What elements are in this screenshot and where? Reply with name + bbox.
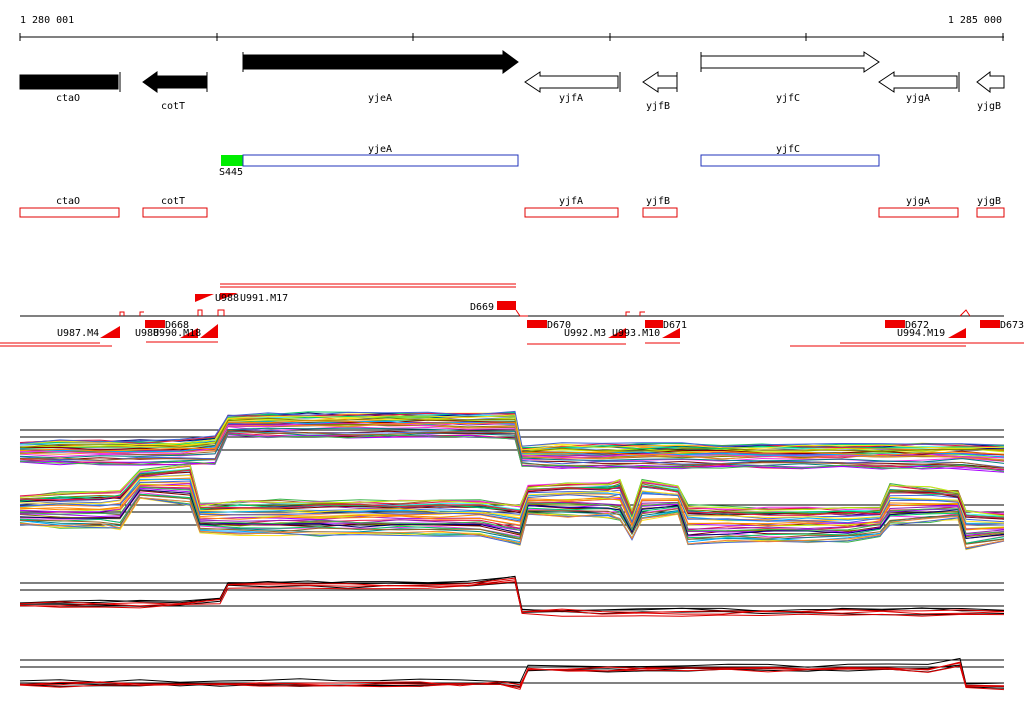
segment-label: U994.M19 — [897, 328, 945, 339]
expression-trace — [19, 484, 1005, 531]
red-label: yjgA — [906, 196, 930, 207]
gene-arrows — [19, 50, 1005, 94]
red-label: yjfA — [559, 196, 583, 207]
ruler — [19, 33, 1004, 41]
expression-trace — [19, 493, 1005, 544]
feature-label: yjeA — [368, 144, 392, 155]
segment-label: U992.M3 — [564, 328, 606, 339]
feature-label: yjfC — [776, 144, 800, 155]
segment-label: U993.M10 — [612, 328, 660, 339]
expression-trace — [19, 427, 1005, 464]
expression-panels — [19, 410, 1005, 691]
expression-trace — [19, 433, 1005, 472]
segment-label: D669 — [470, 302, 494, 313]
red-label: yjfB — [646, 196, 670, 207]
expression-trace — [19, 579, 1005, 615]
expression-trace — [19, 414, 1005, 451]
segment-label: U988 — [135, 328, 159, 339]
feature-box — [700, 154, 880, 167]
gene-label: yjgA — [906, 93, 930, 104]
segment-label: D668 — [165, 320, 189, 331]
expression-trace — [19, 575, 1005, 612]
ruler-end: 1 285 000 — [948, 15, 1002, 26]
expression-trace — [19, 465, 1005, 517]
segment-label: U988 — [215, 293, 239, 304]
gene-label: yjgB — [977, 101, 1001, 112]
red-boxes — [19, 207, 1005, 218]
expression-trace — [19, 497, 1005, 550]
gene-label: ctaO — [56, 93, 80, 104]
expression-trace — [19, 497, 1005, 549]
ruler-start: 1 280 001 — [20, 15, 74, 26]
red-label: ctaO — [56, 196, 80, 207]
gene-label: yjeA — [368, 93, 392, 104]
expression-trace — [19, 469, 1005, 519]
marker-box — [221, 155, 243, 166]
expression-trace — [19, 412, 1005, 450]
red-label: cotT — [161, 196, 185, 207]
expression-trace — [19, 420, 1005, 457]
expression-trace — [19, 480, 1005, 526]
segment-track — [0, 283, 1024, 347]
expression-trace — [19, 429, 1005, 469]
gene-label: yjfC — [776, 93, 800, 104]
segment-label: D673 — [1000, 320, 1024, 331]
gene-label: cotT — [161, 101, 185, 112]
gene-label: yjfB — [646, 101, 670, 112]
expression-trace — [19, 410, 1005, 448]
expression-trace — [19, 486, 1005, 535]
marker-label: S445 — [219, 167, 243, 178]
segment-label: D672 — [905, 320, 929, 331]
segment-label: U987.M4 — [57, 328, 99, 339]
expression-trace — [19, 657, 1005, 685]
segment-label: U991.M17 — [240, 293, 288, 304]
feature-box — [242, 154, 519, 167]
expression-trace — [19, 581, 1005, 617]
gene-label: yjfA — [559, 93, 583, 104]
expression-trace — [19, 661, 1005, 687]
expression-trace — [19, 489, 1005, 539]
expression-trace — [19, 417, 1005, 453]
segment-label: U990.M18 — [153, 328, 201, 339]
segment-label: D671 — [663, 320, 687, 331]
expression-trace — [19, 494, 1005, 545]
segment-label: D670 — [547, 320, 571, 331]
expression-trace — [19, 474, 1005, 524]
red-label: yjgB — [977, 196, 1001, 207]
